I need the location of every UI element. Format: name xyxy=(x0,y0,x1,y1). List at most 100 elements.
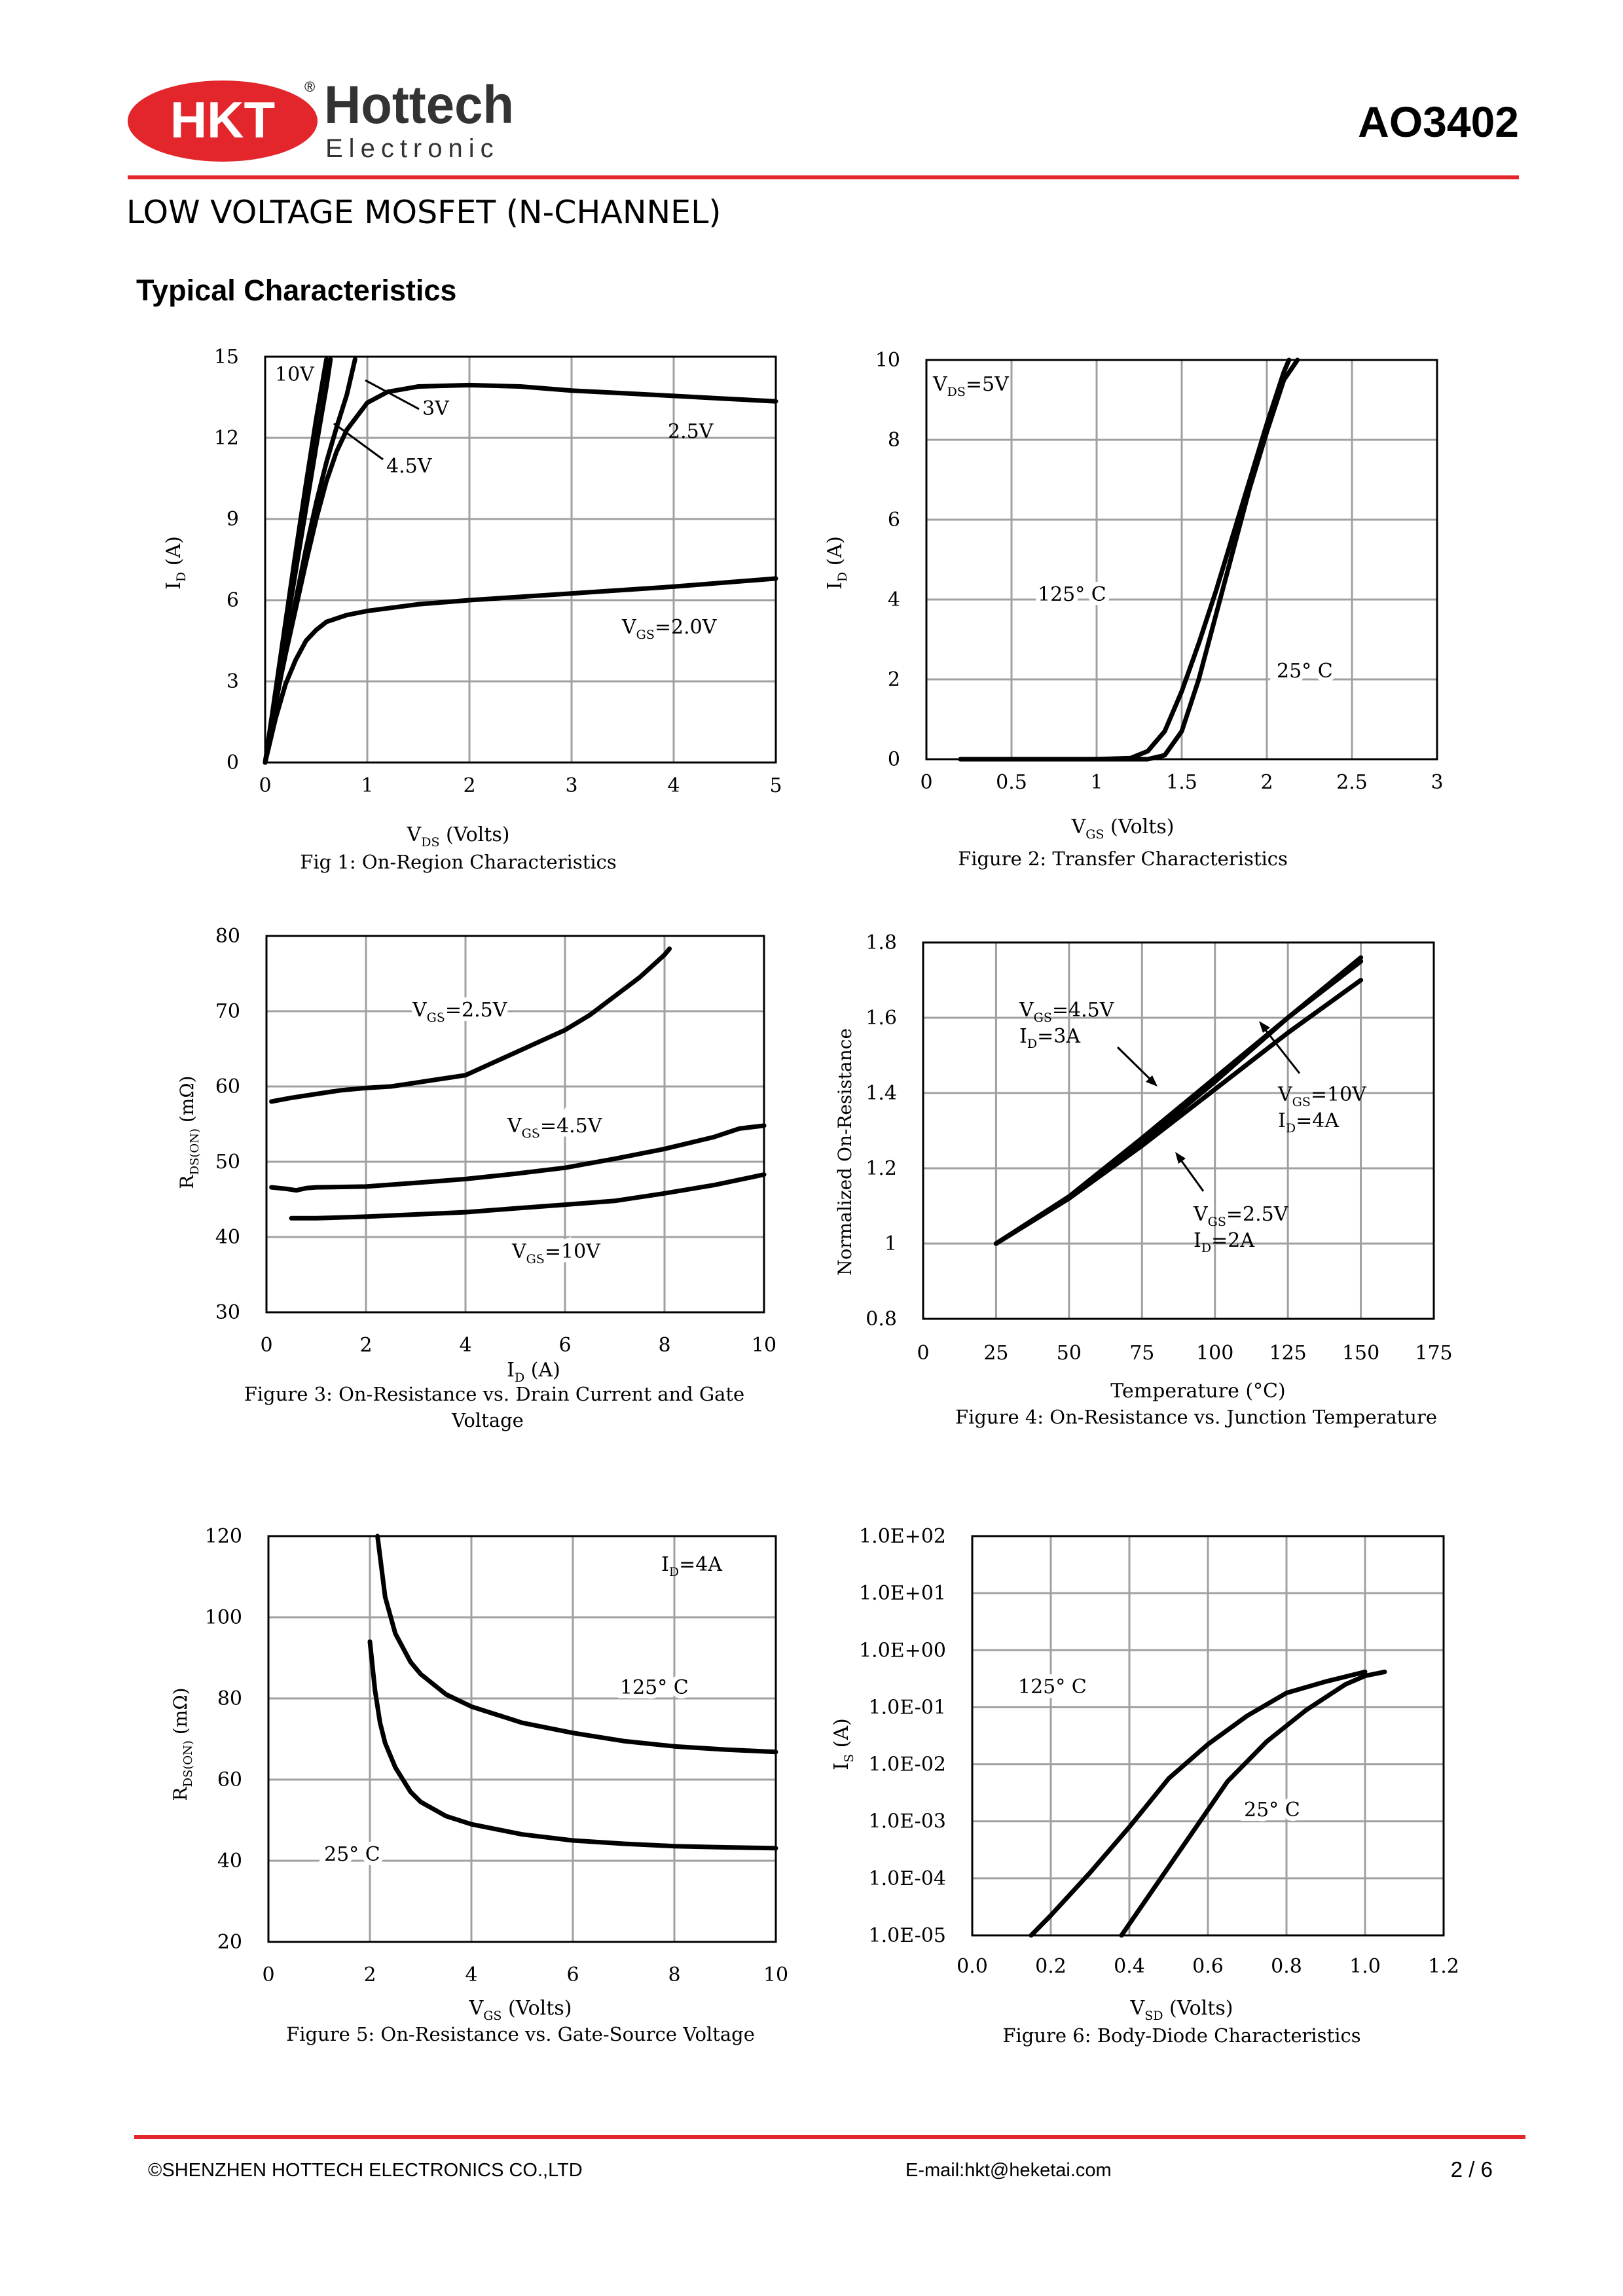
fig6-ytick-label: 1.0E+02 xyxy=(859,1525,946,1548)
fig1-ytick-label: 0 xyxy=(227,751,239,774)
header-rule xyxy=(128,175,1519,179)
fig6-tick-labels: 0.0 0.2 0.4 0.6 0.8 1.0 1.2 1.0E-05 1.0E-04 1.0E-… xyxy=(859,1525,1459,1978)
fig4-ytick-label: 1 xyxy=(884,1232,897,1255)
fig4-arrowhead-2-5v xyxy=(1175,1152,1186,1164)
fig6-grid xyxy=(971,1535,1445,1937)
hottech-logo: HKT ® Hottech Electronic xyxy=(128,75,514,163)
fig5-caption: Figure 5: On-Resistance vs. Gate-Source … xyxy=(286,2023,755,2045)
fig1-label-vgs-2v: VGS=2.0V xyxy=(621,616,718,642)
fig4-xtick-label: 75 xyxy=(1129,1342,1154,1365)
fig1-label-4-5v: 4.5V xyxy=(386,455,433,478)
fig4-tick-labels: 0 25 50 75 100 125 150 175 0.8 1 1.2 1.4 1.6 1.8 xyxy=(866,931,1452,1365)
fig1-ytick-label: 15 xyxy=(214,346,239,368)
fig5-xtick-label: 6 xyxy=(566,1964,579,1986)
fig6-xtick-label: 1.0 xyxy=(1349,1955,1381,1978)
fig5-ytick-label: 60 xyxy=(217,1768,242,1791)
fig1-series-4 xyxy=(263,576,778,765)
fig1-label-2-5v: 2.5V xyxy=(668,420,714,443)
fig4-arrow-4-5v xyxy=(1116,1046,1154,1083)
fig2-xtick-label: 2.5 xyxy=(1336,771,1368,794)
fig1-leader-4-5v xyxy=(333,422,384,461)
fig6-series-0 xyxy=(1029,1669,1368,1938)
fig4-arrowhead-4-5v xyxy=(1146,1075,1158,1086)
fig1-label-10v: 10V xyxy=(275,363,315,386)
fig6-xtick-label: 1.2 xyxy=(1428,1955,1459,1978)
fig2-label-125c: 125° C xyxy=(1038,583,1106,606)
fig3-label-vgs-10v: VGS=10V xyxy=(511,1240,601,1266)
fig1-xtick-label: 0 xyxy=(259,774,271,797)
fig4-ytick-label: 1.8 xyxy=(866,931,897,954)
fig3-xtick-label: 4 xyxy=(459,1334,471,1357)
figure-4-chart: 0 25 50 75 100 125 150 175 0.8 1 1.2 1.4 1.6 1.8 Norm… xyxy=(834,931,1453,1428)
fig5-ytick-label: 100 xyxy=(205,1606,242,1629)
fig4-arrow-2-5v xyxy=(1178,1158,1205,1192)
fig4-xtick-label: 175 xyxy=(1415,1342,1452,1365)
part-number: AO3402 xyxy=(1358,98,1519,146)
section-title: Typical Characteristics xyxy=(136,274,457,307)
fig3-series-2 xyxy=(289,1172,767,1221)
fig5-xtick-label: 2 xyxy=(363,1964,376,1986)
fig1-grid xyxy=(264,355,777,764)
fig6-xtick-label: 0.8 xyxy=(1271,1955,1302,1978)
fig2-grid xyxy=(925,359,1438,761)
fig5-xlabel: VGS (Volts) xyxy=(469,1997,572,2023)
hkt-logo-ellipse xyxy=(128,81,318,162)
fig4-ytick-label: 1.6 xyxy=(866,1007,897,1030)
fig4-grid xyxy=(922,941,1435,1320)
fig4-series-2 xyxy=(993,959,1364,1246)
fig2-xtick-label: 1 xyxy=(1090,771,1103,794)
fig4-ylabel: Normalized On-Resistance xyxy=(834,1028,856,1276)
fig4-arrow-10v xyxy=(1262,1027,1301,1074)
fig1-xtick-label: 3 xyxy=(565,774,577,797)
fig4-xtick-label: 0 xyxy=(917,1342,929,1365)
fig5-tick-labels: 0 2 4 6 8 10 20 40 60 80 100 120 xyxy=(205,1525,788,1986)
fig3-xtick-label: 0 xyxy=(260,1334,272,1357)
fig6-ytick-label: 1.0E-03 xyxy=(869,1810,946,1833)
logo-sub: Electronic xyxy=(325,134,500,163)
fig5-ytick-label: 20 xyxy=(217,1931,242,1954)
fig2-ytick-label: 0 xyxy=(888,748,900,771)
fig2-xtick-label: 3 xyxy=(1431,771,1443,794)
fig6-label-25c: 25° C xyxy=(1244,1799,1300,1821)
figure-5-chart: 0 2 4 6 8 10 20 40 60 80 100 120 RDS(ON) (mΩ) VGS (… xyxy=(170,1525,788,2045)
fig3-xtick-label: 2 xyxy=(359,1334,372,1357)
fig4-label-vgs-10v: VGS=10V xyxy=(1277,1083,1367,1109)
fig6-ytick-label: 1.0E-02 xyxy=(869,1753,946,1776)
fig6-xlabel: VSD (Volts) xyxy=(1130,1997,1233,2023)
fig1-ytick-label: 9 xyxy=(227,508,239,531)
fig6-ytick-label: 1.0E+01 xyxy=(859,1582,946,1605)
fig5-xtick-label: 4 xyxy=(465,1964,477,1986)
fig4-caption: Figure 4: On-Resistance vs. Junction Tem… xyxy=(955,1406,1437,1428)
fig2-caption: Figure 2: Transfer Characteristics xyxy=(958,848,1288,870)
fig3-caption-line1: Figure 3: On-Resistance vs. Drain Curren… xyxy=(244,1383,744,1405)
fig1-xtick-label: 2 xyxy=(463,774,475,797)
fig3-ytick-label: 60 xyxy=(215,1075,240,1098)
fig2-xlabel: VGS (Volts) xyxy=(1071,816,1175,842)
fig5-ytick-label: 40 xyxy=(217,1850,242,1873)
fig4-label-vgs-4-5v: VGS=4.5V xyxy=(1019,999,1115,1025)
fig1-ytick-label: 6 xyxy=(227,589,239,612)
fig5-ytick-label: 120 xyxy=(205,1525,242,1548)
fig6-xtick-label: 0.2 xyxy=(1035,1955,1067,1978)
fig3-label-vgs-2-5v: VGS=2.5V xyxy=(412,999,508,1025)
fig4-label-id-3a: ID=3A xyxy=(1019,1025,1080,1051)
fig2-series-1 xyxy=(958,357,1300,762)
fig6-curves xyxy=(1029,1669,1387,1938)
fig2-ytick-label: 10 xyxy=(875,349,900,372)
fig3-ytick-label: 70 xyxy=(215,1000,240,1023)
fig3-xtick-label: 8 xyxy=(658,1334,670,1357)
fig2-ytick-label: 2 xyxy=(888,668,900,691)
fig6-ytick-label: 1.0E-01 xyxy=(869,1696,946,1719)
fig6-ytick-label: 1.0E-05 xyxy=(869,1924,946,1947)
fig5-label-25c: 25° C xyxy=(324,1843,380,1866)
fig6-caption: Figure 6: Body-Diode Characteristics xyxy=(1002,2024,1360,2047)
fig3-curves xyxy=(269,946,767,1221)
fig1-ytick-label: 3 xyxy=(227,670,239,693)
footer-company: ©SHENZHEN HOTTECH ELECTRONICS CO.,LTD xyxy=(148,2160,583,2181)
logo-mark: HKT xyxy=(170,91,275,149)
fig1-curves xyxy=(263,357,778,765)
fig4-curves xyxy=(993,955,1364,1246)
footer-email: E-mail:hkt@heketai.com xyxy=(905,2160,1112,2181)
